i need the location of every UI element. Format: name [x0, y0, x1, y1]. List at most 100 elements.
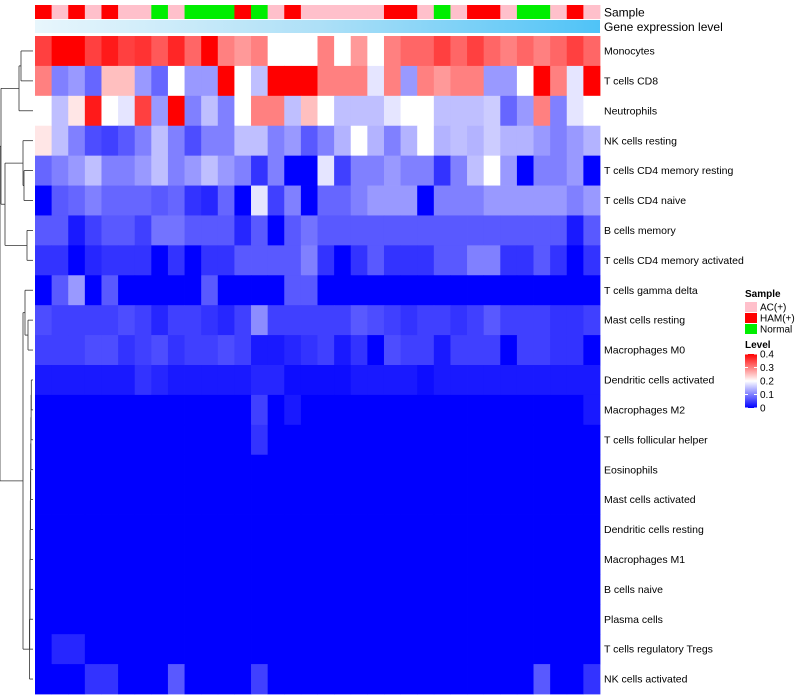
heatmap-cell	[350, 335, 368, 366]
heatmap-cell	[433, 95, 451, 127]
heatmap-cell	[500, 514, 518, 545]
row-label: Mast cells activated	[604, 494, 696, 506]
heatmap-cell	[134, 36, 152, 67]
heatmap-cell	[467, 275, 485, 306]
heatmap-cell	[367, 305, 385, 336]
heatmap-cell	[167, 544, 185, 575]
heatmap-cell	[300, 95, 318, 127]
heatmap-cell	[483, 454, 501, 486]
heatmap-cell	[300, 36, 318, 67]
heatmap-cell	[217, 424, 235, 456]
heatmap-cell	[267, 454, 285, 486]
heatmap-cell	[367, 185, 385, 216]
heatmap-cell	[483, 65, 501, 97]
row-label: Eosinophils	[604, 464, 658, 476]
heatmap-cell	[550, 215, 568, 246]
heatmap-cell	[201, 95, 219, 127]
heatmap-cell	[433, 155, 451, 186]
heatmap-cell	[500, 36, 518, 67]
heatmap-cell	[167, 125, 185, 157]
heatmap-cell	[134, 155, 152, 186]
heatmap-cell	[583, 544, 601, 575]
heatmap-cell	[251, 245, 269, 276]
sample-annotation-cell	[284, 5, 302, 19]
heatmap-cell	[433, 365, 451, 396]
heatmap-cell	[167, 335, 185, 366]
heatmap-cell	[383, 335, 401, 366]
annotation-titles: Sample Gene expression level	[604, 6, 723, 35]
heatmap-cell	[251, 95, 269, 127]
heatmap-cell	[284, 335, 302, 366]
heatmap-cell	[583, 275, 601, 306]
heatmap-cell	[533, 424, 551, 456]
heatmap-cell	[234, 65, 252, 97]
heatmap-cell	[467, 215, 485, 246]
heatmap-cell	[300, 335, 318, 366]
heatmap-cell	[134, 454, 152, 486]
heatmap-cell	[500, 574, 518, 605]
heatmap-cell	[167, 305, 185, 336]
heatmap-cell	[267, 36, 285, 67]
heatmap-cell	[483, 125, 501, 157]
heatmap-cell	[134, 185, 152, 216]
heatmap-cell	[516, 155, 534, 186]
heatmap-cell	[234, 275, 252, 306]
heatmap-cell	[550, 634, 568, 665]
row-label: Macrophages M2	[604, 404, 685, 416]
heatmap-cell	[334, 155, 352, 186]
heatmap-cell	[68, 245, 86, 276]
heatmap-cell	[51, 335, 69, 366]
sample-annotation-cell	[433, 5, 451, 19]
heatmap-cell	[533, 574, 551, 605]
sample-legend-label: Normal	[760, 325, 792, 336]
heatmap-cell	[433, 245, 451, 276]
heatmap-cell	[151, 484, 169, 515]
heatmap-cell	[533, 185, 551, 216]
heatmap-cell	[317, 245, 335, 276]
heatmap-cell	[516, 65, 534, 97]
heatmap-cell	[516, 275, 534, 306]
heatmap-cell	[284, 574, 302, 605]
heatmap-cell	[234, 634, 252, 665]
heatmap-cell	[450, 394, 468, 426]
heatmap-cell	[317, 335, 335, 366]
heatmap-cell	[167, 65, 185, 97]
heatmap-cell	[300, 185, 318, 216]
heatmap-cell	[101, 335, 119, 366]
heatmap-cell	[400, 664, 418, 695]
heatmap-cell	[383, 514, 401, 545]
heatmap-cell	[134, 95, 152, 127]
heatmap-cell	[234, 155, 252, 186]
heatmap-cell	[84, 574, 102, 605]
heatmap-cell	[68, 305, 86, 336]
heatmap-cell	[417, 394, 435, 426]
heatmap-cell	[167, 604, 185, 635]
heatmap-cell	[417, 574, 435, 605]
heatmap-cell	[267, 65, 285, 97]
heatmap-cell	[417, 424, 435, 456]
heatmap-cell	[383, 424, 401, 456]
heatmap-cell	[317, 65, 335, 97]
heatmap-cell	[151, 365, 169, 396]
heatmap-cell	[267, 604, 285, 635]
level-ticks: 0.4 0.3 0.2 0.1 0	[745, 350, 774, 415]
heatmap-cell	[68, 454, 86, 486]
heatmap-cell	[184, 514, 202, 545]
heatmap-cell	[317, 155, 335, 186]
heatmap-cell	[516, 125, 534, 157]
heatmap-cell	[417, 215, 435, 246]
row-label: B cells naive	[604, 584, 663, 596]
heatmap-cell	[350, 574, 368, 605]
heatmap-cell	[184, 215, 202, 246]
heatmap-cell	[217, 335, 235, 366]
heatmap-cell	[35, 514, 53, 545]
heatmap-cell	[167, 95, 185, 127]
heatmap-cell	[118, 155, 136, 186]
heatmap-cell	[118, 604, 136, 635]
heatmap-cell	[533, 335, 551, 366]
heatmap-cell	[533, 454, 551, 486]
sample-annotation-cell	[417, 5, 435, 19]
heatmap-cell	[417, 634, 435, 665]
heatmap-cell	[167, 454, 185, 486]
heatmap-cell	[383, 484, 401, 515]
